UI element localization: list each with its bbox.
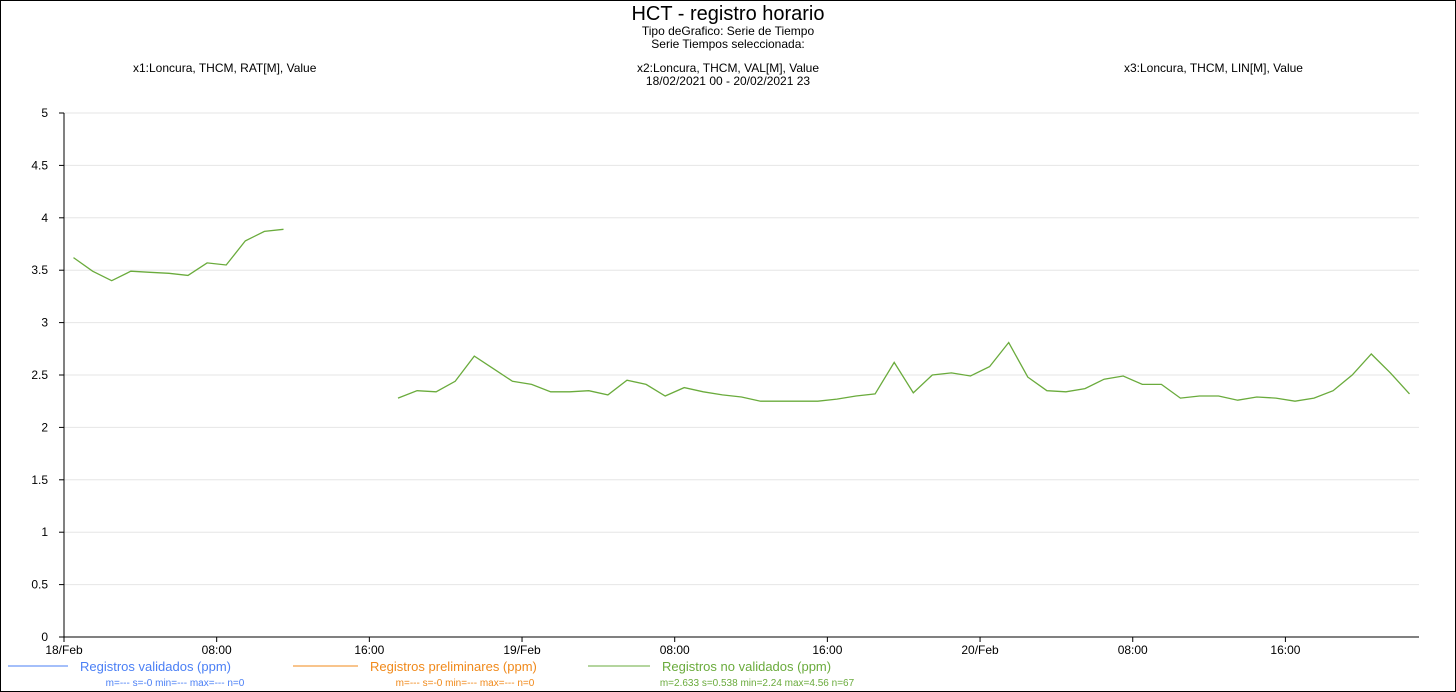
chart-subtitle-selected: Serie Tiempos seleccionada: bbox=[651, 37, 805, 51]
y-tick-label: 1 bbox=[41, 525, 48, 539]
legend: Registros validados (ppm) m=--- s=-0 min=… bbox=[8, 659, 855, 689]
x-tick-label: 16:00 bbox=[354, 643, 384, 657]
y-tick-label: 0 bbox=[41, 630, 48, 644]
series-x3-label: x3:Loncura, THCM, LIN[M], Value bbox=[1124, 61, 1303, 75]
legend-label: Registros no validados (ppm) bbox=[662, 659, 831, 674]
x-tick-label: 19/Feb bbox=[503, 643, 541, 657]
y-tick-label: 3 bbox=[41, 316, 48, 330]
series-x1-label: x1:Loncura, THCM, RAT[M], Value bbox=[133, 61, 317, 75]
x-tick-label: 08:00 bbox=[1118, 643, 1148, 657]
x-tick-label: 18/Feb bbox=[45, 643, 83, 657]
legend-label: Registros validados (ppm) bbox=[80, 659, 231, 674]
legend-stats: m=2.633 s=0.538 min=2.24 max=4.56 n=67 bbox=[660, 678, 855, 689]
legend-stats: m=--- s=-0 min=--- max=--- n=0 bbox=[396, 678, 535, 689]
y-tick-label: 0.5 bbox=[31, 578, 48, 592]
x-tick-label: 16:00 bbox=[812, 643, 842, 657]
series-line-segment bbox=[73, 228, 284, 282]
x-tick-label: 08:00 bbox=[202, 643, 232, 657]
legend-label: Registros preliminares (ppm) bbox=[370, 659, 537, 674]
x-axis-ticks: 18/Feb 08:00 16:00 19/Feb 08:00 16:00 20/Feb 08… bbox=[45, 637, 1301, 657]
date-range-label: 18/02/2021 00 - 20/02/2021 23 bbox=[645, 74, 811, 88]
y-tick-label: 4 bbox=[41, 211, 48, 225]
series-line-segment bbox=[397, 341, 1410, 402]
y-tick-label: 5 bbox=[41, 106, 48, 120]
y-tick-label: 1.5 bbox=[31, 473, 48, 487]
x-tick-label: 16:00 bbox=[1270, 643, 1300, 657]
series-lines bbox=[73, 228, 1410, 402]
chart-subtitle-type: Tipo deGrafico: Serie de Tiempo bbox=[641, 24, 815, 38]
y-tick-label: 4.5 bbox=[31, 158, 48, 172]
x-tick-label: 20/Feb bbox=[961, 643, 999, 657]
series-x2-label: x2:Loncura, THCM, VAL[M], Value bbox=[636, 61, 820, 75]
chart-title: HCT - registro horario bbox=[631, 3, 825, 25]
grid-lines bbox=[64, 112, 1419, 586]
y-tick-label: 2 bbox=[41, 420, 48, 434]
y-axis-ticks: 0 0.5 1 1.5 2 2.5 3 3.5 4 4.5 5 bbox=[31, 106, 64, 644]
y-tick-label: 2.5 bbox=[31, 368, 48, 382]
legend-stats: m=--- s=-0 min=--- max=--- n=0 bbox=[106, 678, 245, 689]
y-tick-label: 3.5 bbox=[31, 263, 48, 277]
x-tick-label: 08:00 bbox=[660, 643, 690, 657]
